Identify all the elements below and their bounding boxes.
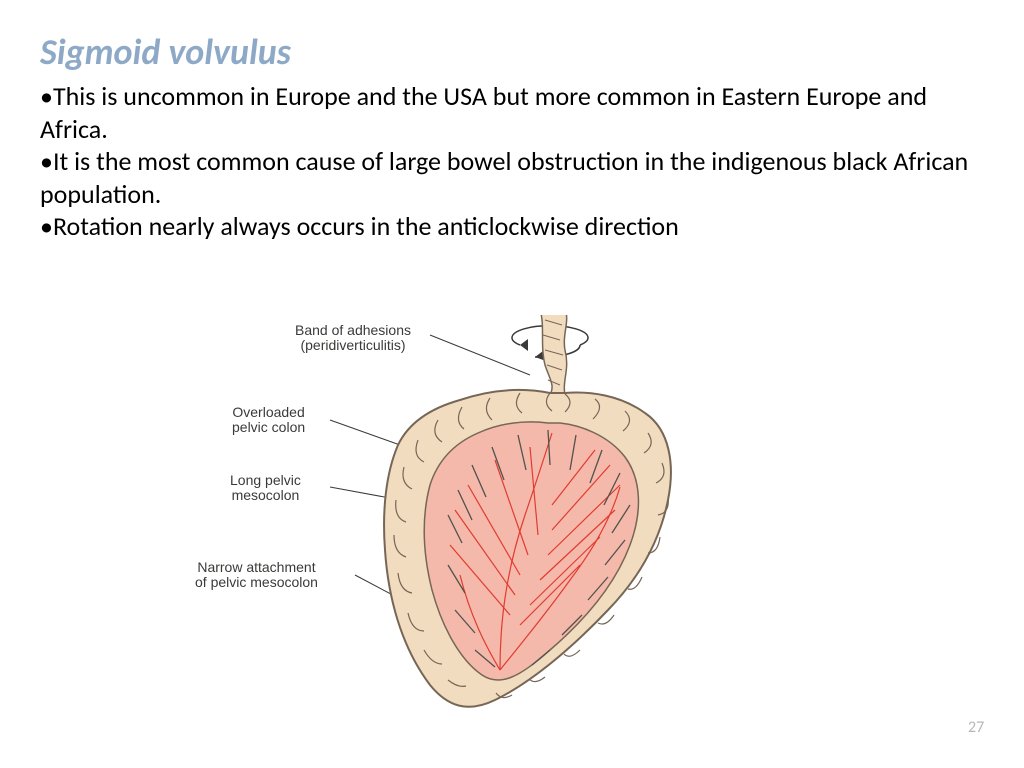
label-long-mesocolon: Long pelvic mesocolon [230,473,301,504]
sigmoid-diagram: Band of adhesions (peridiverticulitis) O… [200,315,760,715]
label-band: Band of adhesions (peridiverticulitis) [295,323,411,354]
slide-title: Sigmoid volvulus [40,30,984,74]
colon-loop [384,390,671,707]
colon-neck [540,315,567,395]
page-number: 27 [968,718,984,737]
bullet-text: It is the most common cause of large bow… [40,145,968,210]
bullet-item: •This is uncommon in Europe and the USA … [40,80,984,145]
diagram-svg [200,315,760,715]
slide: Sigmoid volvulus •This is uncommon in Eu… [0,0,1024,768]
label-narrow-attachment: Narrow attachment of pelvic mesocolon [195,560,318,591]
label-overloaded: Overloaded pelvic colon [232,405,305,436]
bullet-text: This is uncommon in Europe and the USA b… [40,80,927,145]
bullet-item: •It is the most common cause of large bo… [40,145,984,210]
bullet-text: Rotation nearly always occurs in the ant… [53,210,679,242]
bullet-item: •Rotation nearly always occurs in the an… [40,210,984,243]
bullet-list: •This is uncommon in Europe and the USA … [40,80,984,243]
